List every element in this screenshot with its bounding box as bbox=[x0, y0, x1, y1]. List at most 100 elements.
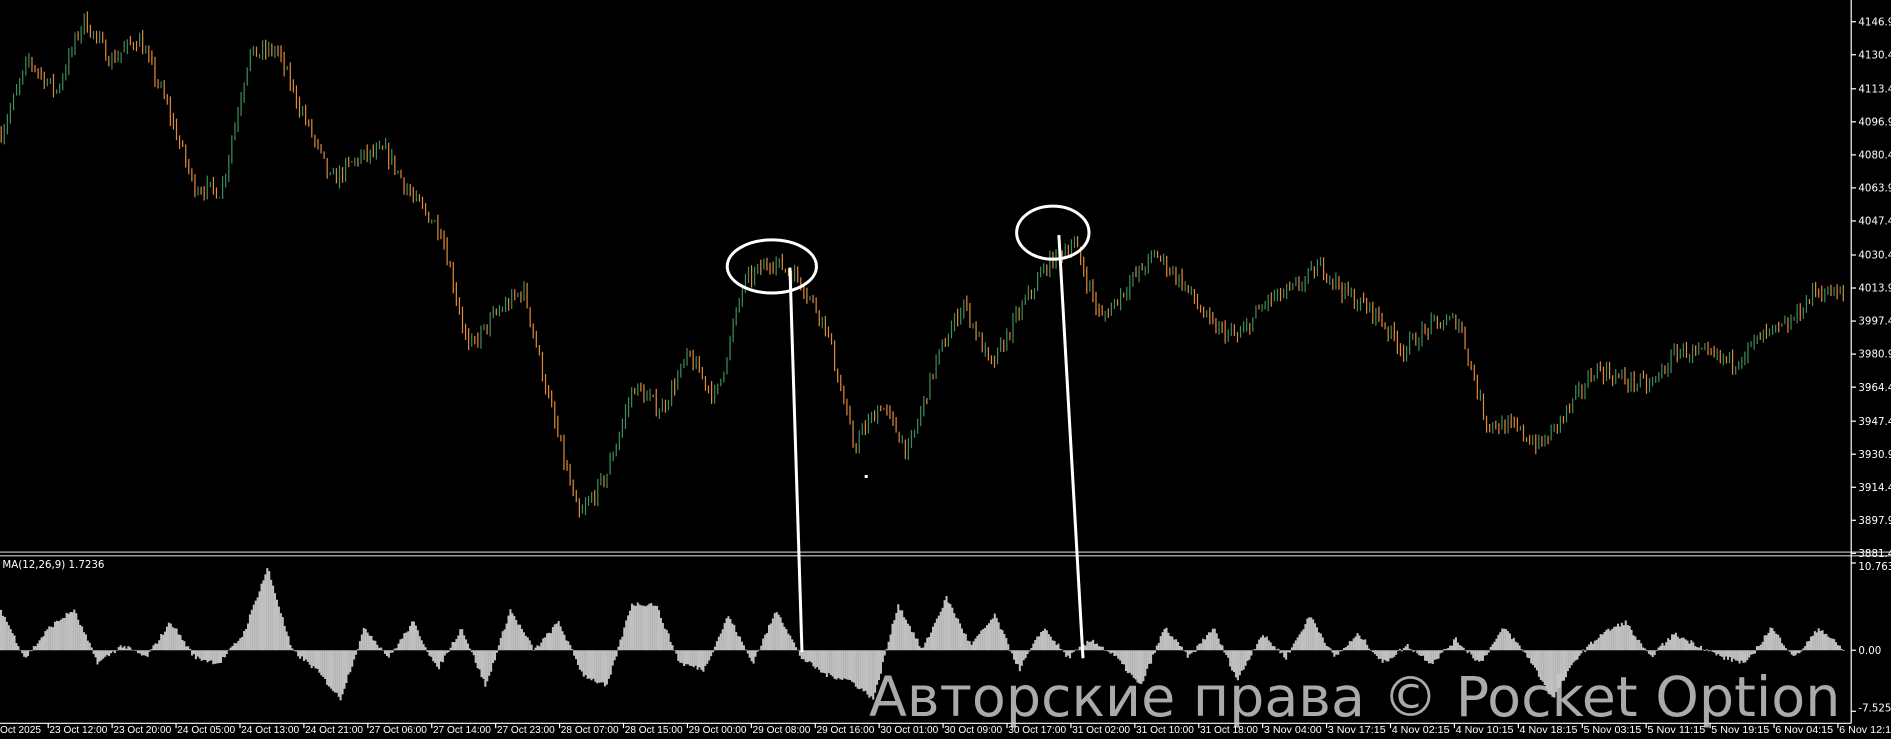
histogram-bar bbox=[567, 641, 570, 651]
time-tick-label: 5 Nov 19:15 bbox=[1711, 725, 1769, 736]
histogram-bar bbox=[752, 650, 755, 664]
histogram-bar bbox=[1559, 650, 1562, 688]
histogram-bar bbox=[331, 650, 334, 691]
histogram-bar bbox=[876, 650, 879, 685]
annotations[interactable] bbox=[725, 204, 1091, 659]
histogram-bar bbox=[1371, 650, 1374, 653]
time-tick-label: 30 Oct 09:00 bbox=[944, 725, 1002, 736]
annotation-ellipse-1[interactable] bbox=[725, 238, 818, 295]
histogram-bar bbox=[162, 634, 165, 651]
histogram-bar bbox=[1713, 650, 1716, 653]
histogram-bar bbox=[839, 650, 842, 680]
annotation-line-2[interactable] bbox=[1057, 234, 1085, 659]
histogram-bar bbox=[1732, 650, 1735, 659]
histogram-bar bbox=[447, 650, 450, 653]
histogram-bar bbox=[1748, 650, 1751, 658]
indicator-label: MA(12,26,9) 1.7236 bbox=[2, 559, 104, 571]
histogram-bar bbox=[1750, 650, 1753, 655]
histogram-bar bbox=[1233, 650, 1236, 673]
price-tick-label: 4063.90 bbox=[1858, 183, 1891, 195]
price-tick-label: 4013.90 bbox=[1858, 283, 1891, 295]
histogram-bar bbox=[289, 645, 292, 651]
histogram-bar bbox=[1260, 637, 1263, 651]
histogram-bar bbox=[293, 650, 296, 652]
annotation-ellipse-2[interactable] bbox=[1015, 204, 1091, 261]
annotation-line-1[interactable] bbox=[788, 267, 804, 653]
histogram-bar bbox=[1491, 644, 1494, 651]
price-tick-label: 4130.40 bbox=[1858, 49, 1891, 61]
histogram-bar bbox=[1562, 650, 1566, 681]
histogram-bar bbox=[169, 623, 172, 651]
histogram-bar bbox=[424, 647, 427, 651]
histogram-bar bbox=[1539, 650, 1542, 680]
histogram-bar bbox=[96, 650, 99, 665]
histogram-bar bbox=[926, 637, 929, 651]
histogram-bar bbox=[283, 625, 286, 651]
histogram-bar bbox=[1798, 650, 1801, 654]
histogram-bar bbox=[30, 650, 33, 652]
histogram-bar bbox=[953, 613, 956, 651]
histogram-bar bbox=[1177, 641, 1180, 651]
histogram-bar bbox=[389, 650, 392, 653]
histogram-bar bbox=[1485, 650, 1488, 656]
histogram-bar bbox=[443, 650, 446, 656]
histogram-bar bbox=[1034, 640, 1037, 651]
histogram-bar bbox=[1723, 650, 1726, 660]
histogram-bar bbox=[1157, 642, 1160, 651]
histogram-bar bbox=[482, 650, 485, 679]
histogram-bar bbox=[177, 634, 180, 651]
histogram-bar bbox=[125, 648, 128, 651]
histogram-bar bbox=[814, 650, 817, 669]
histogram-bar bbox=[104, 650, 107, 657]
time-axis[interactable]: Oct 2025 23 Oct 12:00 23 Oct 20:00 24 Oct 0… bbox=[0, 723, 1891, 736]
histogram-bar bbox=[1507, 631, 1510, 651]
histogram-bar bbox=[7, 625, 10, 651]
histogram-bar bbox=[1665, 642, 1668, 651]
histogram-bar bbox=[1591, 643, 1594, 651]
histogram-bar bbox=[600, 650, 603, 683]
histogram-bar bbox=[42, 636, 45, 651]
histogram-bar bbox=[546, 633, 549, 651]
histogram-bar bbox=[712, 650, 715, 653]
histogram-bar bbox=[1045, 630, 1048, 651]
histogram-bar bbox=[1481, 650, 1484, 661]
histogram-bar bbox=[17, 646, 20, 651]
histogram-bar bbox=[1607, 628, 1610, 651]
histogram-bar bbox=[461, 629, 464, 651]
histogram-bar bbox=[675, 650, 678, 654]
histogram-bar bbox=[231, 646, 234, 651]
histogram-bar bbox=[731, 623, 734, 651]
histogram-bar bbox=[493, 650, 497, 661]
histogram-bar bbox=[698, 650, 701, 668]
histogram-bar bbox=[351, 650, 354, 667]
histogram-bar bbox=[1711, 650, 1714, 652]
histogram-bar bbox=[202, 650, 205, 660]
histogram-bar bbox=[1630, 629, 1633, 651]
histogram-bar bbox=[194, 650, 197, 660]
histogram-bar bbox=[713, 646, 716, 651]
histogram-bar bbox=[648, 603, 651, 651]
histogram-bar bbox=[1151, 650, 1155, 655]
histogram-bar bbox=[1809, 636, 1813, 651]
time-tick-label: 31 Oct 10:00 bbox=[1136, 725, 1194, 736]
histogram-bar bbox=[930, 632, 933, 651]
histogram-bar bbox=[906, 623, 909, 651]
histogram-bar bbox=[1294, 640, 1297, 651]
histogram-bar bbox=[986, 625, 989, 651]
histogram-bar bbox=[0, 609, 3, 651]
histogram-bar bbox=[25, 650, 28, 658]
price-axis[interactable]: 4146.90 4130.40 4113.40 4096.90 4080.40 4063.… bbox=[1851, 16, 1891, 560]
histogram-bar bbox=[706, 650, 709, 664]
histogram-bar bbox=[1526, 650, 1529, 658]
histogram-bar bbox=[638, 604, 641, 651]
histogram-bar bbox=[1707, 650, 1710, 652]
histogram-bar bbox=[758, 649, 761, 651]
histogram-bar bbox=[685, 650, 688, 665]
histogram-bar bbox=[503, 629, 506, 651]
histogram-bar bbox=[1794, 650, 1797, 656]
histogram-bar bbox=[663, 628, 666, 651]
histogram-bar bbox=[1227, 650, 1230, 658]
histogram-bar bbox=[702, 650, 705, 672]
histogram-bar bbox=[544, 637, 547, 651]
